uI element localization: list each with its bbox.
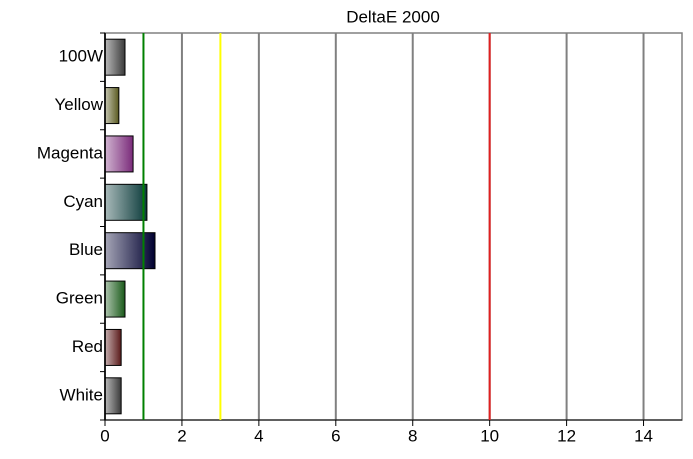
bar <box>104 232 156 270</box>
x-tick-label: 10 <box>480 426 499 445</box>
bar <box>104 280 126 318</box>
bar <box>104 328 122 366</box>
y-tick-label: Cyan <box>63 192 103 211</box>
bar <box>104 377 122 415</box>
bar <box>104 183 148 221</box>
y-tick-label: White <box>60 385 103 404</box>
plot-frame <box>104 32 683 421</box>
y-tick-label: Blue <box>69 240 103 259</box>
y-tick-label: 100W <box>59 47 103 66</box>
x-tick-label: 4 <box>254 426 263 445</box>
y-tick-label: Magenta <box>37 143 104 162</box>
x-tick-label: 2 <box>177 426 186 445</box>
x-tick-label: 14 <box>634 426 653 445</box>
x-tick-label: 12 <box>557 426 576 445</box>
bar <box>104 135 134 173</box>
bar <box>104 87 120 125</box>
x-tick-label: 8 <box>408 426 417 445</box>
x-tick-label: 6 <box>331 426 340 445</box>
y-tick-label: Red <box>72 337 103 356</box>
y-tick-label: Green <box>56 289 103 308</box>
chart-title: DeltaE 2000 <box>346 7 440 26</box>
bar <box>104 38 126 76</box>
x-tick-label: 0 <box>100 426 109 445</box>
y-tick-label: Yellow <box>54 95 103 114</box>
